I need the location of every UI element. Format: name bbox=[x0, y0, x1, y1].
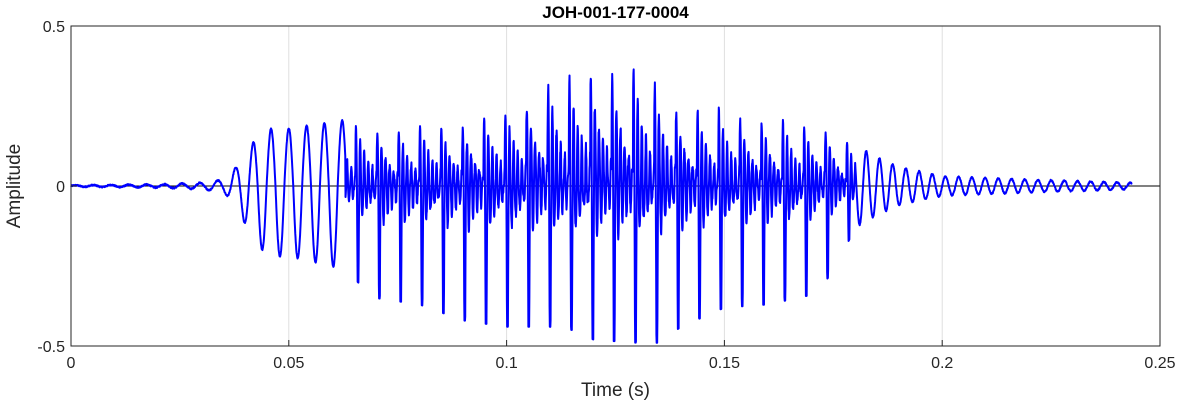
x-axis-ticks: 0 0.05 0.1 0.15 0.2 0.25 bbox=[67, 340, 1176, 372]
y-tick-label: 0.5 bbox=[43, 19, 65, 36]
plot-area bbox=[70, 25, 1161, 347]
y-tick-label: 0 bbox=[56, 179, 65, 196]
chart-title: JOH-001-177-0004 bbox=[542, 3, 689, 22]
y-tick-label: -0.5 bbox=[37, 339, 65, 356]
x-tick-label: 0.1 bbox=[495, 355, 517, 372]
x-tick-label: 0.15 bbox=[709, 355, 740, 372]
y-axis-ticks: -0.5 0 0.5 bbox=[37, 19, 77, 356]
x-tick-label: 0.25 bbox=[1144, 355, 1175, 372]
x-tick-label: 0.05 bbox=[273, 355, 304, 372]
x-tick-label: 0.2 bbox=[931, 355, 953, 372]
x-tick-label: 0 bbox=[67, 355, 76, 372]
y-axis-label: Amplitude bbox=[4, 144, 25, 229]
waveform-line bbox=[70, 68, 1133, 344]
x-axis-label: Time (s) bbox=[581, 380, 650, 401]
